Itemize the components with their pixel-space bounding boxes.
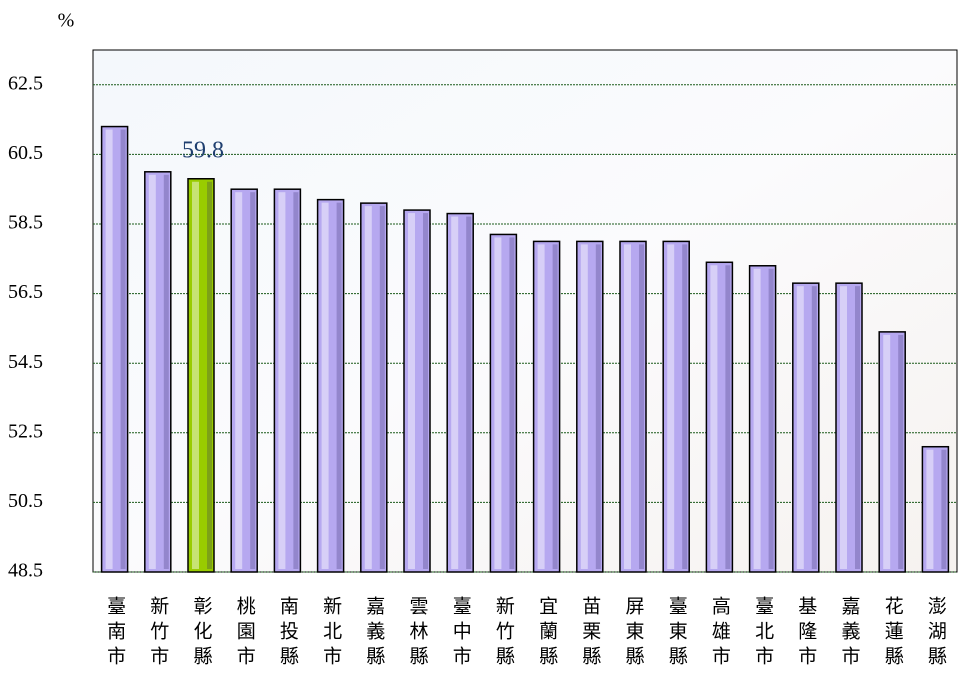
bar-shade — [812, 286, 817, 569]
x-tick-label: 嘉義市 — [839, 596, 861, 671]
x-tick-label: 臺北市 — [752, 596, 774, 671]
x-tick-label: 嘉義縣 — [363, 596, 385, 671]
x-tick-label: 苗栗縣 — [579, 596, 601, 671]
bar-shade — [639, 244, 644, 569]
bar-shine — [451, 217, 458, 569]
x-tick-label: 花蓮縣 — [882, 596, 904, 671]
bar-shine — [667, 244, 674, 569]
bar-shine — [754, 269, 761, 569]
bar-shine — [149, 175, 156, 569]
y-tick-label: 62.5 — [8, 72, 43, 94]
x-tick-label: 臺中市 — [450, 596, 472, 671]
bar-shine — [926, 450, 933, 569]
x-tick-label: 基隆市 — [795, 596, 817, 671]
bar-shine — [581, 244, 588, 569]
plot-area — [93, 50, 957, 572]
bar-shine — [538, 244, 545, 569]
bar-shade — [509, 237, 514, 569]
x-tick-label: 新北市 — [320, 596, 342, 671]
y-axis-unit: % — [58, 10, 75, 32]
y-tick-label: 58.5 — [8, 212, 43, 234]
y-tick-label: 50.5 — [8, 490, 43, 512]
bar-shine — [408, 213, 415, 569]
bar-shade — [121, 130, 126, 569]
bar-shine — [192, 182, 199, 569]
bar-shade — [553, 244, 558, 569]
bar-shade — [337, 203, 342, 569]
bar-shine — [624, 244, 631, 569]
bar-shade — [293, 192, 298, 569]
bar-shine — [278, 192, 285, 569]
y-tick-label: 54.5 — [8, 351, 43, 373]
bar-shade — [596, 244, 601, 569]
bar-shade — [207, 182, 212, 569]
y-tick-label: 56.5 — [8, 281, 43, 303]
bar-shade — [725, 265, 730, 569]
x-tick-label: 臺南市 — [104, 596, 126, 671]
x-tick-label: 屏東縣 — [623, 596, 645, 671]
bar-shine — [365, 206, 372, 569]
bar-shade — [423, 213, 428, 569]
x-tick-label: 桃園市 — [234, 596, 256, 671]
bar-shade — [164, 175, 169, 569]
y-tick-label: 48.5 — [8, 560, 43, 582]
bar-shade — [380, 206, 385, 569]
bar-shine — [494, 237, 501, 569]
x-tick-label: 宜蘭縣 — [536, 596, 558, 671]
x-tick-label: 新竹縣 — [493, 596, 515, 671]
bar-shine — [883, 335, 890, 569]
y-tick-label: 52.5 — [8, 420, 43, 442]
bar-shade — [769, 269, 774, 569]
x-tick-label: 南投縣 — [277, 596, 299, 671]
bar-shade — [941, 450, 946, 569]
data-label: 59.8 — [182, 137, 224, 163]
bar-shine — [840, 286, 847, 569]
bar-shine — [797, 286, 804, 569]
bar-shine — [235, 192, 242, 569]
bar-shade — [250, 192, 255, 569]
bar-shade — [855, 286, 860, 569]
bar-shine — [322, 203, 329, 569]
chart: % 48.5 50.5 52.5 54.5 56.5 58.5 60.5 62.5 臺南市新竹市… — [0, 0, 958, 690]
page: % 48.5 50.5 52.5 54.5 56.5 58.5 60.5 62.5 臺南市新竹市… — [0, 0, 958, 690]
x-tick-label: 彰化縣 — [191, 596, 213, 671]
y-tick-label: 60.5 — [8, 142, 43, 164]
bar-shade — [466, 217, 471, 569]
bar-shade — [682, 244, 687, 569]
bar-shine — [106, 130, 113, 569]
bar-shade — [898, 335, 903, 569]
x-tick-label: 澎湖縣 — [925, 596, 947, 671]
x-tick-label: 新竹市 — [147, 596, 169, 671]
x-tick-label: 高雄市 — [709, 596, 731, 671]
bar-shine — [710, 265, 717, 569]
x-tick-label: 臺東縣 — [666, 596, 688, 671]
x-tick-label: 雲林縣 — [407, 596, 429, 671]
